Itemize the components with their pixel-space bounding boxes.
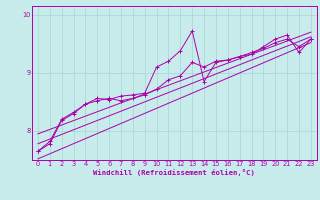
X-axis label: Windchill (Refroidissement éolien,°C): Windchill (Refroidissement éolien,°C) (93, 169, 255, 176)
